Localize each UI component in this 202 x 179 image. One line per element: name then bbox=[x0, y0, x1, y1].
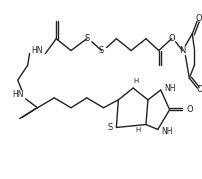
Text: HN: HN bbox=[32, 46, 43, 55]
Text: NH: NH bbox=[163, 84, 175, 93]
Text: N: N bbox=[178, 46, 185, 55]
Text: O: O bbox=[195, 14, 202, 23]
Text: H: H bbox=[133, 78, 138, 84]
Text: S: S bbox=[107, 123, 113, 132]
Text: O: O bbox=[167, 34, 174, 43]
Text: HN: HN bbox=[12, 90, 23, 99]
Text: O: O bbox=[185, 105, 192, 114]
Text: O: O bbox=[196, 86, 202, 95]
Text: NH: NH bbox=[160, 127, 171, 136]
Text: S: S bbox=[84, 34, 89, 43]
Text: S: S bbox=[98, 46, 104, 55]
Text: H: H bbox=[135, 127, 140, 133]
